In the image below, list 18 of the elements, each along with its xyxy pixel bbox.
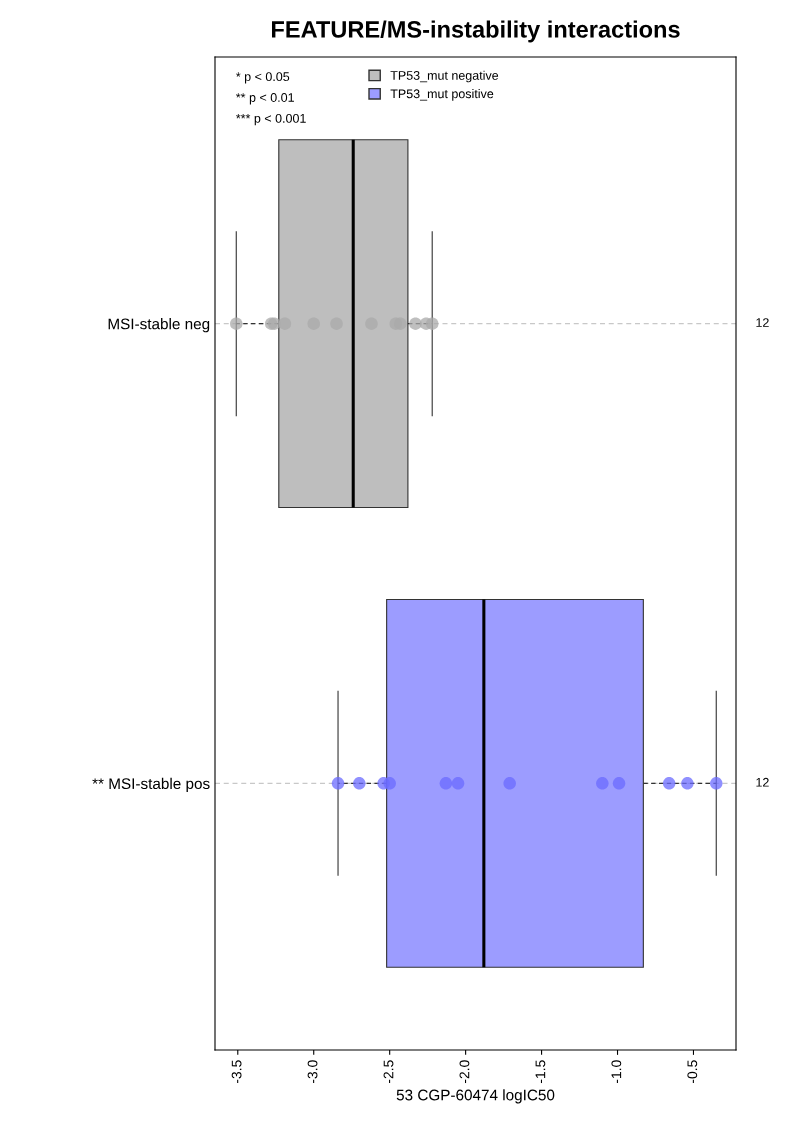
text: 12 (756, 318, 769, 327)
y-tick-label: MSI-stable neg (108, 318, 210, 333)
x-tick-label: -0.5 (687, 1060, 698, 1084)
chart-title: FEATURE/MS-instability interactions (272, 20, 680, 43)
x-tick-label: -1.5 (535, 1060, 546, 1084)
x-tick-label: -3.0 (307, 1060, 318, 1084)
annotation: ** p < 0.01 (236, 93, 294, 105)
x-axis-title: 53 CGP-60474 logIC50 (396, 1089, 555, 1104)
x-tick-label: -1.0 (611, 1060, 622, 1084)
text: 12 (756, 777, 769, 787)
annotation: * p < 0.05 (236, 72, 290, 84)
legend-label: TP53_mut positive (390, 89, 494, 101)
x-tick-label: -2.5 (383, 1060, 394, 1084)
legend-label: TP53_mut negative (390, 70, 499, 83)
y-tick-label: ** MSI-stable pos (92, 777, 210, 793)
annotation: *** p < 0.001 (236, 113, 306, 126)
x-tick-label: -3.5 (231, 1060, 242, 1084)
x-tick-label: -2.0 (459, 1060, 470, 1084)
